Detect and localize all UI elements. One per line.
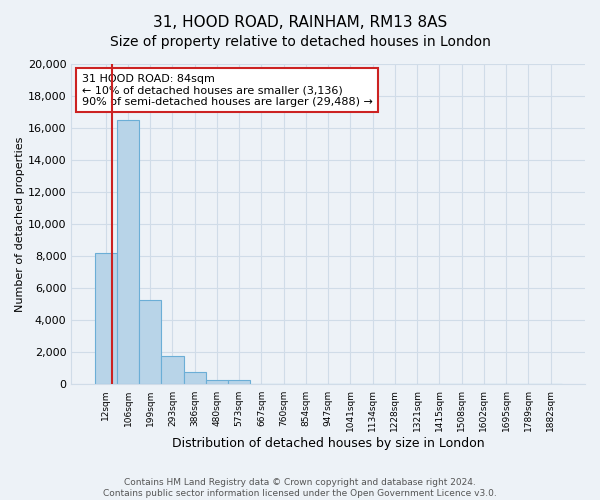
Bar [95, 253, 117, 384]
Bar [184, 372, 206, 384]
Bar [117, 120, 139, 384]
Bar [228, 380, 250, 384]
Text: Contains HM Land Registry data © Crown copyright and database right 2024.
Contai: Contains HM Land Registry data © Crown c… [103, 478, 497, 498]
Bar [161, 356, 184, 384]
Bar [206, 380, 228, 384]
Text: Size of property relative to detached houses in London: Size of property relative to detached ho… [110, 35, 490, 49]
Text: 31, HOOD ROAD, RAINHAM, RM13 8AS: 31, HOOD ROAD, RAINHAM, RM13 8AS [153, 15, 447, 30]
X-axis label: Distribution of detached houses by size in London: Distribution of detached houses by size … [172, 437, 484, 450]
Y-axis label: Number of detached properties: Number of detached properties [15, 136, 25, 312]
Bar [139, 300, 161, 384]
Text: 31 HOOD ROAD: 84sqm
← 10% of detached houses are smaller (3,136)
90% of semi-det: 31 HOOD ROAD: 84sqm ← 10% of detached ho… [82, 74, 373, 107]
